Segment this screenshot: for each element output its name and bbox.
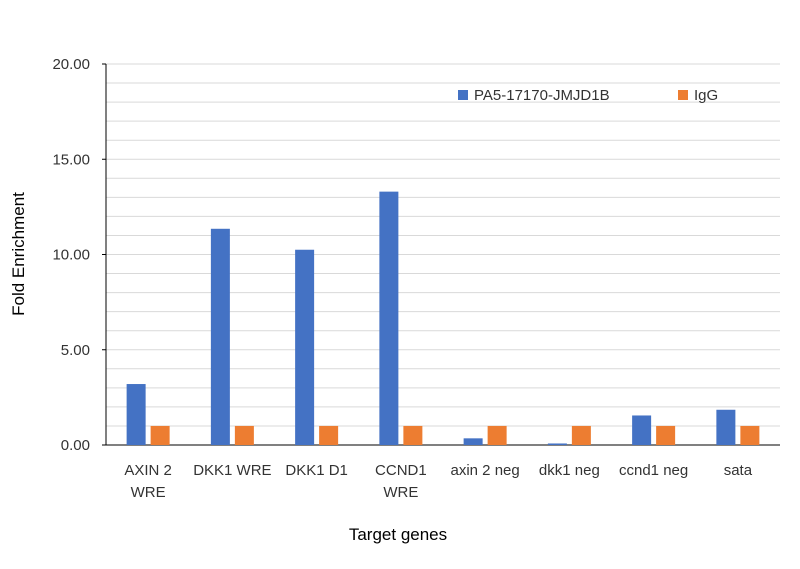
legend-swatch [678,90,688,100]
bars [126,191,760,445]
legend-label: PA5-17170-JMJD1B [474,87,610,104]
y-axis-title: Fold Enrichment [9,192,28,316]
bar-primary [295,249,315,445]
legend-label: IgG [694,87,718,104]
x-category-labels: AXIN 2 WRE DKK1 WRE DKK1 D1 CCND1 WRE axin 2 n… [124,462,752,501]
x-category-label: DKK1 WRE [193,462,271,479]
bar-primary [463,438,483,445]
y-tick-labels: 0.00 5.00 10.00 15.00 20.00 [52,56,90,454]
bar-igg [319,425,339,445]
bar-igg [150,425,170,445]
bar-primary [126,384,146,445]
x-category-label: sata [724,462,753,479]
y-tick-label: 15.00 [52,151,90,168]
bar-igg [403,425,423,445]
y-tick-label: 0.00 [61,437,90,454]
bar-primary [716,409,736,445]
x-axis-title: Target genes [349,525,447,544]
legend-swatch [458,90,468,100]
bar-igg [571,425,591,445]
bar-igg [740,425,760,445]
x-category-label: DKK1 D1 [285,462,348,479]
bar-igg [656,425,676,445]
legend: PA5-17170-JMJD1B IgG [458,87,718,104]
bar-igg [234,425,254,445]
y-tick-label: 10.00 [52,247,90,264]
bar-igg [487,425,507,445]
bar-primary [632,415,652,445]
x-category-label: ccnd1 neg [619,462,688,479]
y-tick-label: 5.00 [61,342,90,359]
x-category-label: CCND1 WRE [375,462,427,501]
bar-primary [210,228,230,445]
x-category-label: dkk1 neg [539,462,600,479]
gridlines [106,63,780,427]
bar-primary [547,443,567,445]
y-tick-label: 20.00 [52,56,90,73]
x-category-label: axin 2 neg [451,462,520,479]
x-category-label: AXIN 2 WRE [124,462,172,501]
bar-primary [379,191,399,445]
